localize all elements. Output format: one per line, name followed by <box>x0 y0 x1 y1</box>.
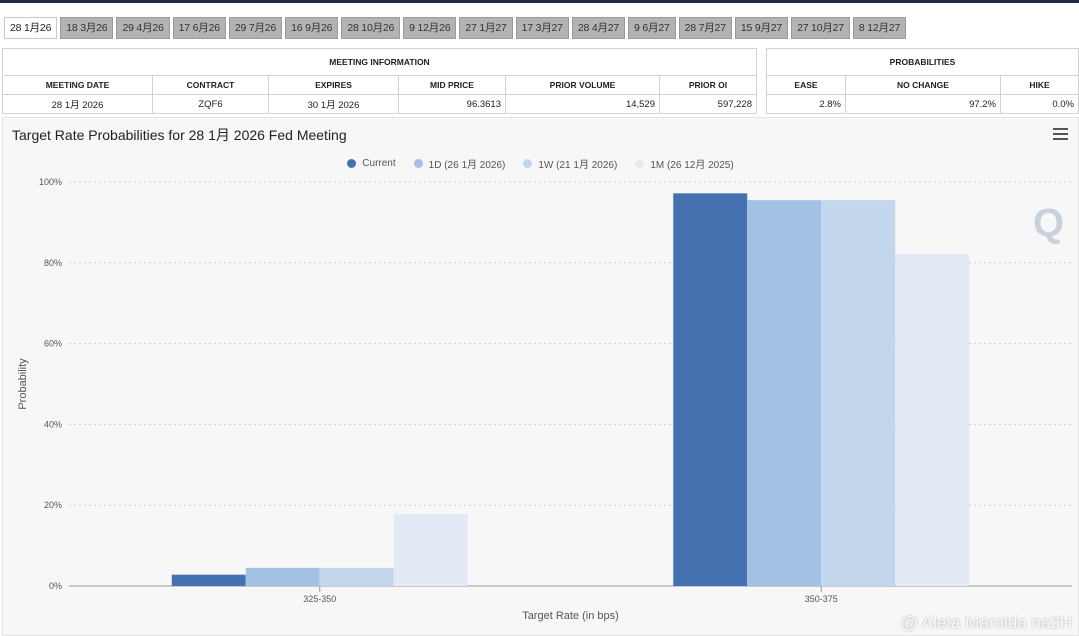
prior-volume-value: 14,529 <box>505 94 660 114</box>
col-no-change: NO CHANGE <box>845 75 1001 95</box>
x-axis-title: Target Rate (in bps) <box>522 610 619 622</box>
y-axis-title: Probability <box>17 358 29 410</box>
tab-8[interactable]: 27 1月27 <box>459 17 513 39</box>
legend-label: 1D (26 1月 2026) <box>428 160 506 171</box>
col-prior-volume: PRIOR VOLUME <box>505 75 660 95</box>
legend-item-1[interactable]: 1D (26 1月 2026) <box>413 156 506 171</box>
y-tick-label: 60% <box>44 339 62 349</box>
col-prior-oi: PRIOR OI <box>659 75 757 95</box>
probabilities-table: PROBABILITIES EASE NO CHANGE HIKE 2.8% 9… <box>766 48 1079 114</box>
legend-label: Current <box>362 158 396 169</box>
table-row: 28 1月 2026 ZQF6 30 1月 2026 96.3613 14,52… <box>2 94 757 114</box>
tab-11[interactable]: 9 6月27 <box>628 17 676 39</box>
chart-legend: Current 1D (26 1月 2026) 1W (21 1月 2026) 1M … <box>3 156 1078 171</box>
legend-item-0[interactable]: Current <box>347 156 396 171</box>
q-logo-icon: Q <box>1033 201 1064 245</box>
watermark: @ Aleta Marolda na2H <box>900 613 1072 632</box>
prior-oi-value: 597,228 <box>659 94 757 114</box>
table-row: 2.8% 97.2% 0.0% <box>766 94 1079 114</box>
top-border <box>0 0 1079 3</box>
probabilities-header: PROBABILITIES <box>766 48 1079 76</box>
tab-6[interactable]: 28 10月26 <box>341 17 401 39</box>
tab-2[interactable]: 29 4月26 <box>116 17 170 39</box>
tab-3[interactable]: 17 6月26 <box>172 17 226 39</box>
y-tick-label: 80% <box>44 258 62 268</box>
col-meeting-date: MEETING DATE <box>2 75 153 95</box>
tab-13[interactable]: 15 9月27 <box>734 17 789 39</box>
bar-1-1 <box>747 200 822 586</box>
meeting-information-table: MEETING INFORMATION MEETING DATE CONTRAC… <box>2 48 757 114</box>
tab-12[interactable]: 28 7月27 <box>678 17 732 39</box>
x-tick-label: 325-350 <box>303 594 336 604</box>
contract-value: ZQF6 <box>152 94 269 114</box>
meeting-date-tabs: 28 1月26 18 3月26 29 4月26 17 6月26 29 7月26 16 9月… <box>4 17 907 39</box>
x-tick-label: 350-375 <box>805 594 838 604</box>
bar-chart: 0% 20% 40% 60% 80% 100% 325-350 350-375 Target R… <box>17 177 1072 622</box>
bar-0-2 <box>319 567 394 586</box>
tab-15[interactable]: 8 12月27 <box>852 17 907 39</box>
tab-7[interactable]: 9 12月26 <box>403 17 457 39</box>
bar-0-3 <box>393 514 468 586</box>
y-tick-label: 100% <box>39 177 62 187</box>
legend-dot-icon <box>413 159 423 168</box>
menu-icon[interactable] <box>1053 128 1068 141</box>
meeting-information-header: MEETING INFORMATION <box>2 48 757 76</box>
tab-10[interactable]: 28 4月27 <box>571 17 626 39</box>
chart-panel: Target Rate Probabilities for 28 1月 2026… <box>2 117 1079 636</box>
bar-1-0 <box>673 193 748 586</box>
tab-9[interactable]: 17 3月27 <box>515 17 569 39</box>
y-tick-label: 20% <box>44 500 62 510</box>
y-tick-label: 0% <box>49 581 62 591</box>
meeting-date-value: 28 1月 2026 <box>2 94 153 114</box>
legend-dot-icon <box>523 159 533 168</box>
bar-1-3 <box>895 253 970 587</box>
tab-4[interactable]: 29 7月26 <box>228 17 283 39</box>
legend-dot-icon <box>347 159 357 168</box>
legend-item-2[interactable]: 1W (21 1月 2026) <box>523 156 617 171</box>
tab-5[interactable]: 16 9月26 <box>285 17 339 39</box>
bar-0-1 <box>245 567 320 586</box>
tab-14[interactable]: 27 10月27 <box>791 17 850 39</box>
legend-label: 1M (26 12月 2025) <box>650 160 734 171</box>
hike-value: 0.0% <box>1000 94 1079 114</box>
ease-value: 2.8% <box>766 94 846 114</box>
bar-1-2 <box>821 200 896 586</box>
col-mid-price: MID PRICE <box>398 75 506 95</box>
legend-item-3[interactable]: 1M (26 12月 2025) <box>635 156 734 171</box>
expires-value: 30 1月 2026 <box>268 94 399 114</box>
col-contract: CONTRACT <box>152 75 269 95</box>
bar-0-0 <box>171 574 246 586</box>
col-expires: EXPIRES <box>268 75 399 95</box>
tab-1[interactable]: 18 3月26 <box>60 17 114 39</box>
tab-0[interactable]: 28 1月26 <box>4 17 58 39</box>
mid-price-value: 96.3613 <box>398 94 506 114</box>
chart-title: Target Rate Probabilities for 28 1月 2026… <box>12 127 347 143</box>
col-ease: EASE <box>766 75 846 95</box>
y-tick-label: 40% <box>44 419 62 429</box>
col-hike: HIKE <box>1000 75 1079 95</box>
legend-label: 1W (21 1月 2026) <box>538 160 618 171</box>
legend-dot-icon <box>635 159 645 168</box>
no-change-value: 97.2% <box>845 94 1001 114</box>
